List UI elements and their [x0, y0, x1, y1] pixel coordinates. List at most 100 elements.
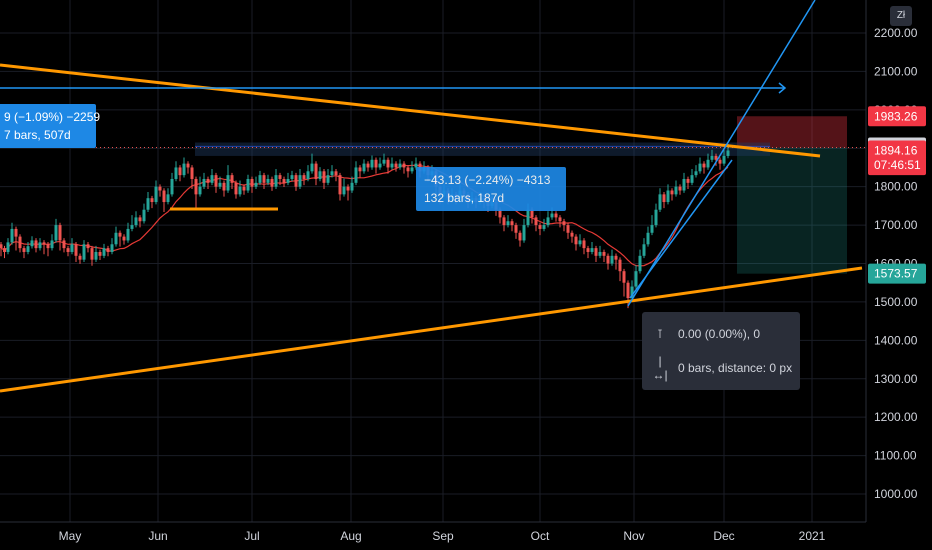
candle-body	[522, 225, 526, 241]
x-tick-label: 2021	[799, 529, 826, 543]
candle-body	[206, 178, 210, 183]
candle-body	[546, 217, 550, 226]
candle-body	[154, 186, 158, 203]
candle-body	[502, 217, 506, 226]
candle-body	[698, 163, 702, 172]
candle-body	[214, 175, 218, 187]
candle-body	[562, 221, 566, 226]
moving-average-line	[0, 164, 729, 267]
y-tick-label: 1100.00	[874, 449, 917, 463]
candle-body	[306, 171, 310, 179]
candle-body	[558, 217, 562, 222]
candle-body	[42, 242, 46, 245]
price-badge	[868, 263, 926, 284]
candle-body	[662, 194, 666, 203]
price-badge-label: 07:46:51	[874, 158, 921, 172]
price-badge	[868, 155, 926, 176]
currency-badge[interactable]: Zł	[890, 6, 912, 26]
candle-body	[6, 242, 10, 252]
candle-body	[654, 209, 658, 226]
candle-body	[46, 244, 50, 249]
candle-body	[3, 248, 6, 252]
candle-body	[586, 248, 590, 252]
resistance-trendline	[0, 63, 821, 158]
candle-body	[650, 225, 654, 233]
candle-body	[294, 175, 298, 187]
y-tick-label: 1000.00	[874, 487, 918, 501]
tooltip-price-text: 0.00 (0.00%), 0	[678, 327, 761, 341]
candle-body	[610, 255, 614, 264]
candle-body	[614, 255, 618, 260]
price-badge-label: 1573.57	[874, 267, 918, 281]
candle-body	[350, 182, 354, 191]
y-tick-label: 1300.00	[874, 372, 918, 386]
candle-body	[58, 225, 62, 241]
candle-body	[334, 171, 338, 176]
candle-body	[530, 209, 534, 218]
candle-body	[234, 182, 238, 195]
measure-mid-line1: −43.13 (−2.24%) −4313	[424, 173, 551, 187]
candle-body	[90, 248, 94, 260]
candle-body	[658, 194, 662, 210]
x-axis-ticks: May Jun Jul Aug Sep Oct Nov Dec 2021	[59, 529, 826, 543]
candle-body	[398, 163, 402, 168]
x-tick-label: Jul	[244, 529, 259, 543]
x-tick-label: Dec	[713, 529, 734, 543]
tooltip-bars-text: 0 bars, distance: 0 px	[678, 361, 793, 375]
candle-body	[34, 240, 38, 249]
candle-body	[326, 175, 330, 183]
candle-body	[138, 217, 142, 222]
candle-body	[102, 248, 106, 256]
y-tick-label: 1500.00	[874, 295, 918, 309]
price-range-icon: ⊺	[656, 327, 664, 341]
candle-body	[262, 175, 266, 183]
candle-body	[218, 182, 222, 187]
candle-body	[674, 186, 678, 195]
candle-body	[110, 244, 114, 252]
candle-body	[254, 182, 258, 187]
candle-body	[642, 244, 646, 256]
candle-body	[622, 271, 626, 283]
candle-body	[570, 232, 574, 237]
y-tick-label: 1700.00	[874, 218, 918, 232]
candle-body	[618, 259, 622, 272]
candle-body	[390, 163, 394, 168]
rising-trendline	[629, 159, 733, 299]
candle-body	[574, 236, 578, 245]
candle-body	[598, 251, 602, 256]
candle-body	[54, 225, 58, 241]
candle-body	[226, 175, 230, 191]
candle-body	[114, 232, 118, 245]
candle-body	[318, 171, 322, 179]
candle-body	[134, 217, 138, 226]
candle-body	[278, 175, 282, 179]
measure-left-line1: 9 (−1.09%) −2259	[4, 110, 101, 124]
candle-body	[70, 244, 74, 252]
candle-body	[670, 190, 674, 195]
candle-body	[86, 244, 90, 249]
candle-body	[282, 178, 286, 183]
candle-body	[554, 213, 558, 218]
candle-body	[314, 163, 318, 179]
candle-body	[274, 175, 278, 187]
candle-body	[534, 217, 538, 226]
tooltip-row-bars: |↔| 0 bars, distance: 0 px	[652, 354, 793, 382]
candle-body	[82, 244, 86, 260]
candle-body	[222, 182, 226, 191]
candle-body	[710, 155, 714, 160]
candle-body	[514, 225, 518, 233]
x-tick-label: Sep	[432, 529, 454, 543]
candle-body	[498, 209, 502, 218]
candle-body	[158, 186, 162, 191]
candle-body	[538, 225, 542, 229]
y-tick-label: 1800.00	[874, 180, 918, 194]
candle-body	[174, 167, 178, 179]
candle-body	[714, 155, 718, 160]
measure-label-left: 9 (−1.09%) −2259 7 bars, 507d	[0, 104, 101, 148]
y-tick-label: 2200.00	[874, 26, 918, 40]
candle-body	[374, 159, 378, 168]
candle-body	[678, 186, 682, 191]
candle-body	[414, 163, 418, 168]
